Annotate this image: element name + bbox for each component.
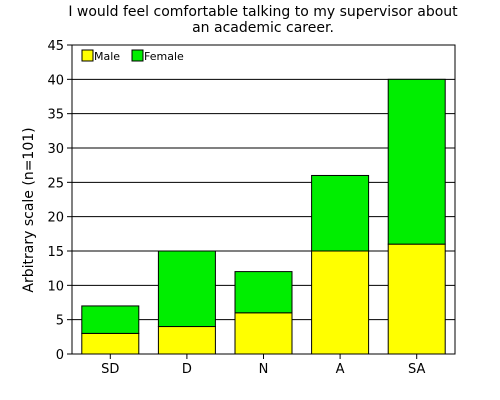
y-tick-label: 30 xyxy=(47,142,64,157)
chart-title-line-2: an academic career. xyxy=(192,20,334,36)
bar-female-sa xyxy=(387,78,446,245)
bar-male-n xyxy=(234,312,293,355)
bar-female-n xyxy=(234,271,293,314)
bar-female-a xyxy=(311,174,370,252)
bar-male-sd xyxy=(81,332,140,355)
y-tick-label: 0 xyxy=(56,348,64,363)
legend-swatch-male xyxy=(81,49,94,62)
bar-female-d xyxy=(157,250,216,328)
bar-male-a xyxy=(311,250,370,355)
y-tick-label: 15 xyxy=(47,245,64,260)
y-tick-label: 25 xyxy=(47,176,64,191)
x-tick-label: SD xyxy=(101,362,119,377)
legend: Male Female xyxy=(81,49,184,63)
x-tick-label: N xyxy=(259,362,269,377)
y-tick-label: 10 xyxy=(47,279,64,294)
x-tick-label: A xyxy=(336,362,345,377)
legend-label-male: Male xyxy=(94,50,120,63)
bar-male-d xyxy=(157,326,216,355)
x-tick-label: D xyxy=(182,362,192,377)
y-tick-label: 40 xyxy=(47,73,64,88)
legend-label-female: Female xyxy=(144,50,184,63)
x-tick-label: SA xyxy=(408,362,425,377)
axes: 0 5 10 15 20 25 30 35 40 45 SD D N A SA xyxy=(47,39,456,377)
y-tick-label: 5 xyxy=(56,314,64,329)
bar-male-sa xyxy=(387,243,446,355)
plot-area-frame xyxy=(71,44,456,355)
y-axis-label: Arbitrary scale (n=101) xyxy=(21,127,37,292)
y-tick-label: 20 xyxy=(47,211,64,226)
y-tick-label: 45 xyxy=(47,39,64,54)
y-tick-label: 35 xyxy=(47,108,64,123)
bars xyxy=(81,78,446,355)
bar-female-sd xyxy=(81,305,140,334)
legend-swatch-female xyxy=(131,49,144,62)
chart-title-line-1: I would feel comfortable talking to my s… xyxy=(68,4,458,20)
